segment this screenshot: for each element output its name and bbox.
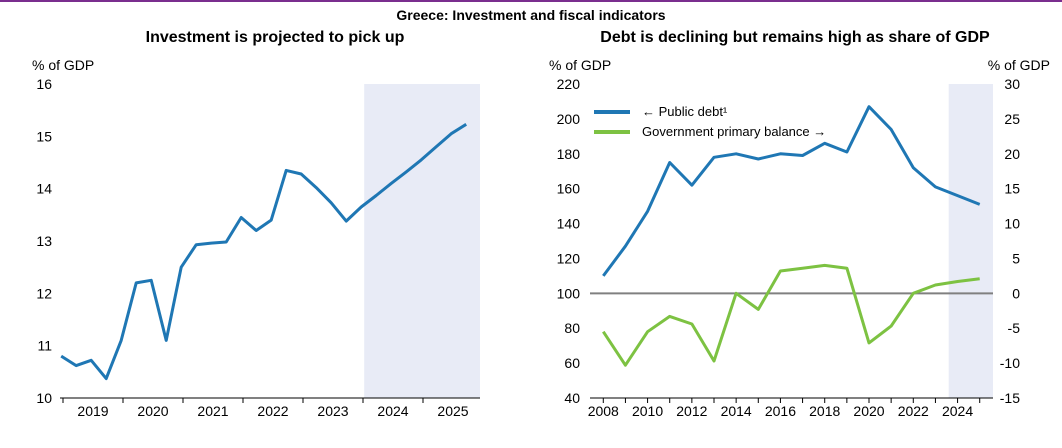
right-left-y-tick-label: 80 <box>564 320 580 336</box>
right-left-y-tick-label: 140 <box>557 216 581 232</box>
left-y-tick-label: 11 <box>37 338 52 354</box>
left-x-tick-label: 2019 <box>77 403 108 419</box>
left-y-tick-label: 14 <box>36 181 52 197</box>
primary-balance-line <box>602 263 980 367</box>
right-right-y-tick-label: 5 <box>1012 250 1020 266</box>
right-right-y-tick-label: 25 <box>1004 111 1020 127</box>
right-left-y-tick-label: 180 <box>557 146 581 162</box>
public-debt-line <box>602 105 981 277</box>
right-right-y-unit-label: % of GDP <box>988 57 1050 73</box>
right-x-tick-label: 2008 <box>588 403 619 419</box>
right-left-y-tick-label: 160 <box>557 181 581 197</box>
right-x-tick-label: 2020 <box>853 403 884 419</box>
right-projection-shade <box>948 84 993 398</box>
left-x-tick-label: 2025 <box>437 403 468 419</box>
left-x-tick-label: 2020 <box>137 403 168 419</box>
right-right-y-tick-label: -15 <box>1000 390 1020 406</box>
right-x-tick-label: 2016 <box>765 403 796 419</box>
left-investment-line <box>60 123 467 381</box>
right-x-tick-label: 2014 <box>721 403 752 419</box>
right-x-tick-label: 2018 <box>809 403 840 419</box>
right-x-tick-label: 2024 <box>942 403 973 419</box>
right-right-y-tick-label: -10 <box>1000 355 1020 371</box>
figure-title: Greece: Investment and fiscal indicators <box>396 7 666 23</box>
left-y-tick-label: 13 <box>36 233 52 249</box>
public-debt-legend-label: ← Public debt¹ <box>642 104 728 119</box>
right-left-y-tick-label: 60 <box>564 355 580 371</box>
right-right-y-tick-label: 0 <box>1012 285 1020 301</box>
left-x-tick-label: 2024 <box>377 403 408 419</box>
left-y-unit-label: % of GDP <box>32 57 94 73</box>
left-x-tick-label: 2021 <box>197 403 228 419</box>
right-left-y-tick-label: 120 <box>557 250 581 266</box>
left-y-tick-label: 10 <box>36 390 52 406</box>
right-left-y-tick-label: 200 <box>557 111 581 127</box>
left-y-tick-label: 16 <box>36 76 52 92</box>
primary-balance-legend-label: Government primary balance → <box>642 124 826 139</box>
right-right-y-tick-label: 30 <box>1004 76 1020 92</box>
left-y-tick-label: 12 <box>36 285 52 301</box>
left-chart-title: Investment is projected to pick up <box>145 29 405 46</box>
left-x-tick-label: 2022 <box>257 403 288 419</box>
top-accent-line <box>0 0 1062 2</box>
right-right-y-tick-label: 10 <box>1004 216 1020 232</box>
right-left-y-tick-label: 100 <box>557 285 581 301</box>
left-projection-shade <box>364 84 480 398</box>
right-left-y-tick-label: 220 <box>557 76 581 92</box>
left-y-tick-label: 15 <box>36 128 52 144</box>
right-left-y-tick-label: 40 <box>564 390 580 406</box>
right-x-tick-label: 2010 <box>632 403 663 419</box>
right-left-y-unit-label: % of GDP <box>549 57 611 73</box>
left-x-tick-label: 2023 <box>317 403 348 419</box>
right-chart-title: Debt is declining but remains high as sh… <box>600 29 990 46</box>
right-right-y-tick-label: 15 <box>1004 181 1020 197</box>
right-x-tick-label: 2022 <box>898 403 929 419</box>
right-right-y-tick-label: 20 <box>1004 146 1020 162</box>
right-x-tick-label: 2012 <box>676 403 707 419</box>
right-right-y-tick-label: -5 <box>1008 320 1021 336</box>
